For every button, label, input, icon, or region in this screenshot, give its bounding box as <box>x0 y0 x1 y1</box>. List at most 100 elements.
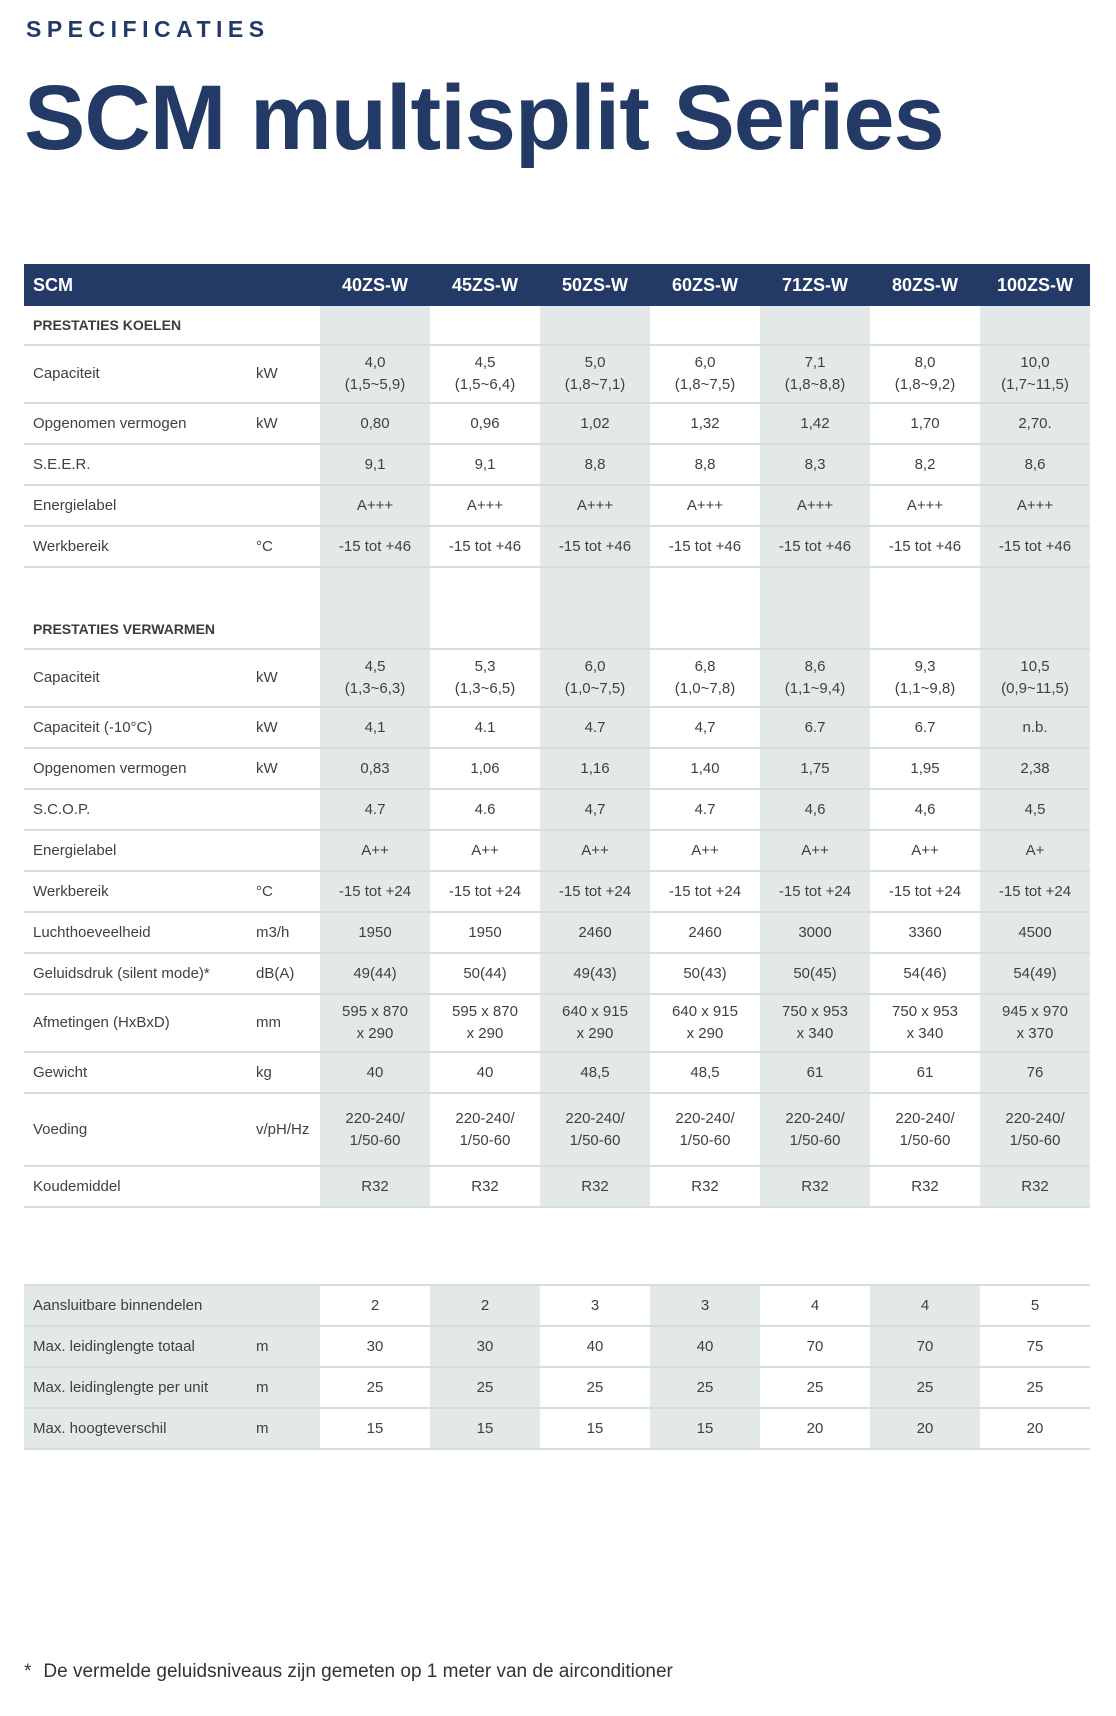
cell-value: 8,0 (1,8~9,2) <box>870 345 980 404</box>
row-unit: kW <box>256 345 320 404</box>
cell-value: 7,1 (1,8~8,8) <box>760 345 870 404</box>
row-label: S.E.E.R. <box>24 444 256 486</box>
cell-value: 4 <box>870 1284 980 1327</box>
cell-value: 9,1 <box>320 444 430 486</box>
row-label: Werkbereik <box>24 526 256 568</box>
cell-value: 220-240/ 1/50-60 <box>870 1093 980 1167</box>
cell-value: 4,0 (1,5~5,9) <box>320 345 430 404</box>
table-row: Max. leidinglengte per unit m 25 25 25 25 25 25… <box>24 1367 1090 1409</box>
model-header: 50ZS-W <box>540 264 650 306</box>
cell-value: A+++ <box>540 485 650 527</box>
row-unit <box>256 1166 320 1208</box>
specs-table: SCM 40ZS-W 45ZS-W 50ZS-W 60ZS-W 71ZS-W 80ZS-W 1… <box>24 264 1090 1208</box>
cell-value: 61 <box>760 1052 870 1094</box>
gap-cell <box>870 567 980 610</box>
empty-cell <box>430 306 540 346</box>
row-label: Koudemiddel <box>24 1166 256 1208</box>
cell-value: A++ <box>320 830 430 872</box>
cell-value: 20 <box>870 1408 980 1450</box>
cell-value: 3360 <box>870 912 980 954</box>
cell-value: 1,16 <box>540 748 650 790</box>
table-row: Capaciteit kW 4,5 (1,3~6,3) 5,3 (1,3~6,5) 6,… <box>24 649 1090 708</box>
row-label: Geluidsdruk (silent mode)* <box>24 953 256 995</box>
table-row: Luchthoeveelheid m3/h 1950 1950 2460 2460 3000… <box>24 912 1090 954</box>
footnote: * De vermelde geluidsniveaus zijn gemeten… <box>24 1661 685 1683</box>
cell-value: 4.7 <box>320 789 430 831</box>
cell-value: 4,5 (1,5~6,4) <box>430 345 540 404</box>
table-row: Max. hoogteverschil m 15 15 15 15 20 20 20 <box>24 1408 1090 1450</box>
gap-cell <box>430 567 540 610</box>
cell-value: 4,5 <box>980 789 1090 831</box>
row-unit <box>256 1284 320 1327</box>
cell-value: 3 <box>650 1284 760 1327</box>
cell-value: 3000 <box>760 912 870 954</box>
model-header: 80ZS-W <box>870 264 980 306</box>
cell-value: 61 <box>870 1052 980 1094</box>
row-label: Luchthoeveelheid <box>24 912 256 954</box>
gap-cell <box>24 567 320 610</box>
cell-value: 25 <box>870 1367 980 1409</box>
table-row: S.E.E.R. 9,1 9,1 8,8 8,8 8,3 8,2 8,6 <box>24 444 1090 486</box>
cell-value: 4,7 <box>650 707 760 749</box>
cell-value: 595 x 870 x 290 <box>320 994 430 1053</box>
table-row: Energielabel A+++ A+++ A+++ A+++ A+++ A+++ A+++ <box>24 485 1090 527</box>
table-row: Werkbereik °C -15 tot +46 -15 tot +46 -15 to… <box>24 526 1090 568</box>
cell-value: -15 tot +24 <box>980 871 1090 913</box>
empty-cell <box>870 610 980 650</box>
table-row: Energielabel A++ A++ A++ A++ A++ A++ A+ <box>24 830 1090 872</box>
cell-value: 4,6 <box>870 789 980 831</box>
cell-value: 6.7 <box>870 707 980 749</box>
cell-value: 48,5 <box>650 1052 760 1094</box>
cell-value: A+++ <box>430 485 540 527</box>
cell-value: 5,0 (1,8~7,1) <box>540 345 650 404</box>
table-row: Koudemiddel R32 R32 R32 R32 R32 R32 R32 <box>24 1166 1090 1208</box>
row-unit <box>256 789 320 831</box>
empty-cell <box>320 610 430 650</box>
table-row: S.C.O.P. 4.7 4.6 4,7 4.7 4,6 4,6 4,5 <box>24 789 1090 831</box>
cell-value: 4,1 <box>320 707 430 749</box>
model-header: 45ZS-W <box>430 264 540 306</box>
empty-cell <box>760 306 870 346</box>
model-header: 40ZS-W <box>320 264 430 306</box>
cell-value: -15 tot +24 <box>760 871 870 913</box>
cell-value: R32 <box>650 1166 760 1208</box>
page-title: SCM multisplit Series <box>24 67 945 169</box>
row-unit: m3/h <box>256 912 320 954</box>
cell-value: A+++ <box>320 485 430 527</box>
cell-value: 0,83 <box>320 748 430 790</box>
row-label: Max. leidinglengte totaal <box>24 1326 256 1368</box>
cell-value: A+++ <box>980 485 1090 527</box>
empty-cell <box>870 306 980 346</box>
row-unit: m <box>256 1326 320 1368</box>
cell-value: 595 x 870 x 290 <box>430 994 540 1053</box>
cell-value: 8,2 <box>870 444 980 486</box>
cell-value: 40 <box>650 1326 760 1368</box>
row-label: Aansluitbare binnendelen <box>24 1284 256 1327</box>
table-row: Gewicht kg 40 40 48,5 48,5 61 61 76 <box>24 1052 1090 1094</box>
model-header: 100ZS-W <box>980 264 1090 306</box>
table-row: Voeding v/pH/Hz 220-240/ 1/50-60 220-240/ 1… <box>24 1093 1090 1167</box>
cell-value: 75 <box>980 1326 1090 1368</box>
table-row: Opgenomen vermogen kW 0,83 1,06 1,16 1,40 1,75… <box>24 748 1090 790</box>
cell-value: 25 <box>430 1367 540 1409</box>
section-gap <box>24 567 1090 610</box>
cell-value: 2 <box>430 1284 540 1327</box>
cell-value: 15 <box>540 1408 650 1450</box>
cell-value: 220-240/ 1/50-60 <box>540 1093 650 1167</box>
cell-value: 2460 <box>540 912 650 954</box>
empty-cell <box>760 610 870 650</box>
cell-value: 2 <box>320 1284 430 1327</box>
cell-value: 15 <box>650 1408 760 1450</box>
row-label: Capaciteit <box>24 345 256 404</box>
cell-value: -15 tot +24 <box>430 871 540 913</box>
cell-value: 70 <box>760 1326 870 1368</box>
cell-value: 220-240/ 1/50-60 <box>980 1093 1090 1167</box>
cell-value: 25 <box>320 1367 430 1409</box>
empty-cell <box>650 306 760 346</box>
cell-value: R32 <box>540 1166 650 1208</box>
cell-value: 6,0 (1,8~7,5) <box>650 345 760 404</box>
cell-value: -15 tot +46 <box>430 526 540 568</box>
footnote-text: De vermelde geluidsniveaus zijn gemeten … <box>43 1661 673 1682</box>
cell-value: 640 x 915 x 290 <box>540 994 650 1053</box>
cell-value: 4 <box>760 1284 870 1327</box>
